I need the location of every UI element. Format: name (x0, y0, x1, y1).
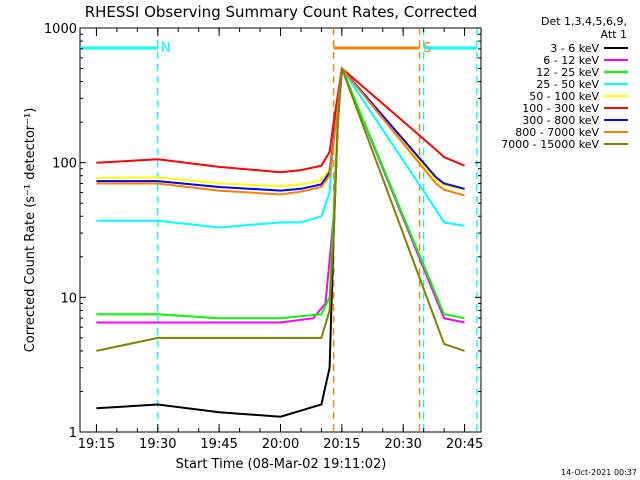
y-tick-label: 1 (69, 426, 77, 441)
series-line-7 (96, 66, 465, 197)
x-tick-label: 19:30 (139, 437, 176, 452)
series-line-6 (96, 66, 465, 192)
axes-layer: 1 10 100 1000 19:15 19:30 19:45 20:00 20:15 20:30… (44, 22, 483, 452)
legend-label-5: 100 - 300 keV (522, 102, 599, 115)
x-tick-label: 20:15 (323, 437, 360, 452)
x-axis-label: Start Time (08-Mar-02 19:11:02) (176, 457, 387, 472)
legend-header-2: Att 1 (601, 28, 627, 41)
legend-label-1: 6 - 12 keV (543, 54, 599, 67)
chart-title: RHESSI Observing Summary Count Rates, Co… (85, 3, 478, 21)
series-line-4 (96, 66, 465, 191)
legend-label-0: 3 - 6 keV (550, 42, 599, 55)
y-tick-label: 1000 (44, 22, 77, 37)
flags-layer: NS (80, 28, 478, 432)
x-tick-label: 19:15 (78, 437, 115, 452)
y-tick-label: 100 (52, 157, 77, 172)
x-tick-label: 20:45 (446, 437, 483, 452)
legend-label-2: 12 - 25 keV (536, 66, 599, 79)
plot-area (79, 27, 482, 433)
legend-label-8: 7000 - 15000 keV (501, 138, 599, 151)
x-tick-label: 20:30 (384, 437, 421, 452)
series-line-3 (96, 65, 465, 229)
y-axis-label: Corrected Count Rate (s⁻¹ detector⁻¹) (23, 108, 38, 353)
flag-label: N (161, 41, 171, 56)
y-tick-label: 10 (60, 291, 77, 306)
series-line-8 (96, 68, 465, 352)
legend-label-7: 800 - 7000 keV (515, 126, 599, 139)
legend-label-3: 25 - 50 keV (536, 78, 599, 91)
timestamp: 14-Oct-2021 00:37 (561, 468, 637, 477)
legend-label-6: 300 - 800 keV (522, 114, 599, 127)
legend-label-4: 50 - 100 keV (529, 90, 599, 103)
x-tick-label: 19:45 (200, 437, 237, 452)
series-layer (96, 65, 465, 418)
x-tick-label: 20:00 (262, 437, 299, 452)
series-line-5 (96, 66, 465, 174)
legend-header-1: Det 1,3,4,5,6,9, (541, 15, 627, 28)
